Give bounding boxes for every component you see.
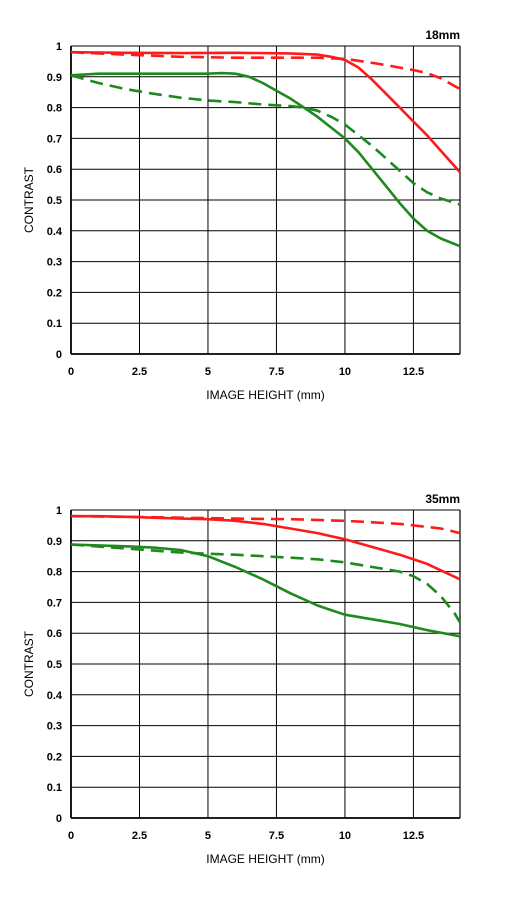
y-tick-label: 0.2 bbox=[47, 751, 62, 763]
x-axis-label: IMAGE HEIGHT (mm) bbox=[206, 852, 324, 866]
y-axis-label: CONTRAST bbox=[22, 166, 36, 233]
series-line-1 bbox=[70, 50, 461, 174]
chart-title: 35mm bbox=[425, 492, 460, 506]
y-tick-label: 0.8 bbox=[47, 103, 62, 115]
x-axis-label: IMAGE HEIGHT (mm) bbox=[206, 388, 324, 402]
x-tick-label: 2.5 bbox=[132, 830, 147, 842]
y-tick-label: 0.5 bbox=[47, 195, 62, 207]
y-tick-label: 1 bbox=[56, 505, 62, 517]
y-tick-label: 0.2 bbox=[47, 287, 62, 299]
y-tick-label: 0.6 bbox=[47, 164, 62, 176]
x-tick-label: 0 bbox=[68, 830, 74, 842]
y-tick-label: 0.3 bbox=[47, 257, 62, 269]
series-line-2 bbox=[70, 50, 461, 91]
x-tick-label: 0 bbox=[68, 366, 74, 378]
y-tick-label: 0.8 bbox=[47, 567, 62, 579]
series-line-3 bbox=[70, 71, 461, 248]
y-tick-label: 0.9 bbox=[47, 72, 62, 84]
y-tick-label: 0.7 bbox=[47, 597, 62, 609]
y-tick-label: 0 bbox=[56, 813, 62, 825]
chart-18mm: 00.10.20.30.40.50.60.70.80.910 2.5 5 7.5 10 1… bbox=[22, 28, 461, 402]
y-tick-label: 0.4 bbox=[47, 690, 63, 702]
y-tick-label: 0.1 bbox=[47, 782, 62, 794]
y-tick-label: 0.3 bbox=[47, 721, 62, 733]
y-axis-label: CONTRAST bbox=[22, 630, 36, 697]
y-tick-label: 0.9 bbox=[47, 536, 62, 548]
chart-title: 18mm bbox=[425, 28, 460, 42]
x-tick-label: 12.5 bbox=[403, 366, 424, 378]
series-line-2 bbox=[70, 514, 461, 535]
x-tick-label: 10 bbox=[339, 830, 351, 842]
series-line-4 bbox=[70, 74, 461, 206]
y-tick-label: 0.7 bbox=[47, 133, 62, 145]
chart-35mm: 00.10.20.30.40.50.60.70.80.910 2.5 5 7.5 10 1… bbox=[22, 492, 462, 866]
x-tick-label: 2.5 bbox=[132, 366, 147, 378]
y-tick-label: 0 bbox=[56, 349, 62, 361]
x-tick-label: 5 bbox=[205, 830, 211, 842]
x-tick-label: 12.5 bbox=[403, 830, 424, 842]
x-tick-label: 5 bbox=[205, 366, 211, 378]
y-tick-label: 0.6 bbox=[47, 628, 62, 640]
y-tick-label: 0.5 bbox=[47, 659, 62, 671]
y-tick-label: 1 bbox=[56, 41, 62, 53]
series-line-4 bbox=[70, 543, 462, 624]
x-tick-label: 7.5 bbox=[269, 830, 284, 842]
y-tick-label: 0.1 bbox=[47, 318, 62, 330]
x-tick-label: 10 bbox=[339, 366, 351, 378]
x-tick-label: 7.5 bbox=[269, 366, 284, 378]
y-tick-label: 0.4 bbox=[47, 226, 63, 238]
series-line-3 bbox=[70, 543, 461, 638]
